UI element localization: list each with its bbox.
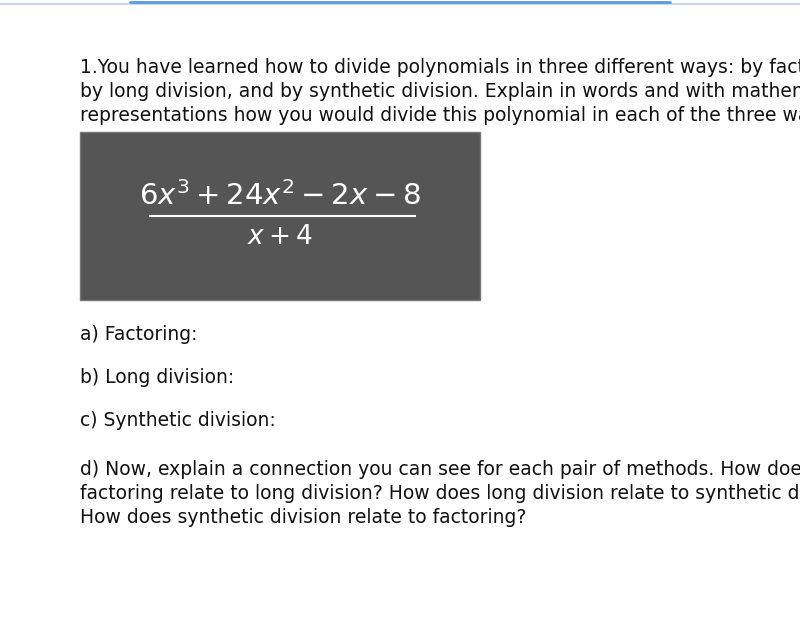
Text: b) Long division:: b) Long division:: [80, 368, 234, 387]
Text: 1.You have learned how to divide polynomials in three different ways: by factori: 1.You have learned how to divide polynom…: [80, 58, 800, 77]
Text: c) Synthetic division:: c) Synthetic division:: [80, 411, 276, 430]
Text: d) Now, explain a connection you can see for each pair of methods. How does: d) Now, explain a connection you can see…: [80, 460, 800, 479]
Text: factoring relate to long division? How does long division relate to synthetic di: factoring relate to long division? How d…: [80, 484, 800, 503]
Text: by long division, and by synthetic division. Explain in words and with mathemati: by long division, and by synthetic divis…: [80, 82, 800, 101]
Text: a) Factoring:: a) Factoring:: [80, 325, 198, 344]
Bar: [80, 132, 480, 300]
Text: How does synthetic division relate to factoring?: How does synthetic division relate to fa…: [80, 508, 526, 527]
Text: representations how you would divide this polynomial in each of the three ways:: representations how you would divide thi…: [80, 106, 800, 125]
Text: $x+4$: $x+4$: [247, 224, 313, 249]
Text: $6x^3+24x^2-2x-8$: $6x^3+24x^2-2x-8$: [139, 181, 421, 211]
